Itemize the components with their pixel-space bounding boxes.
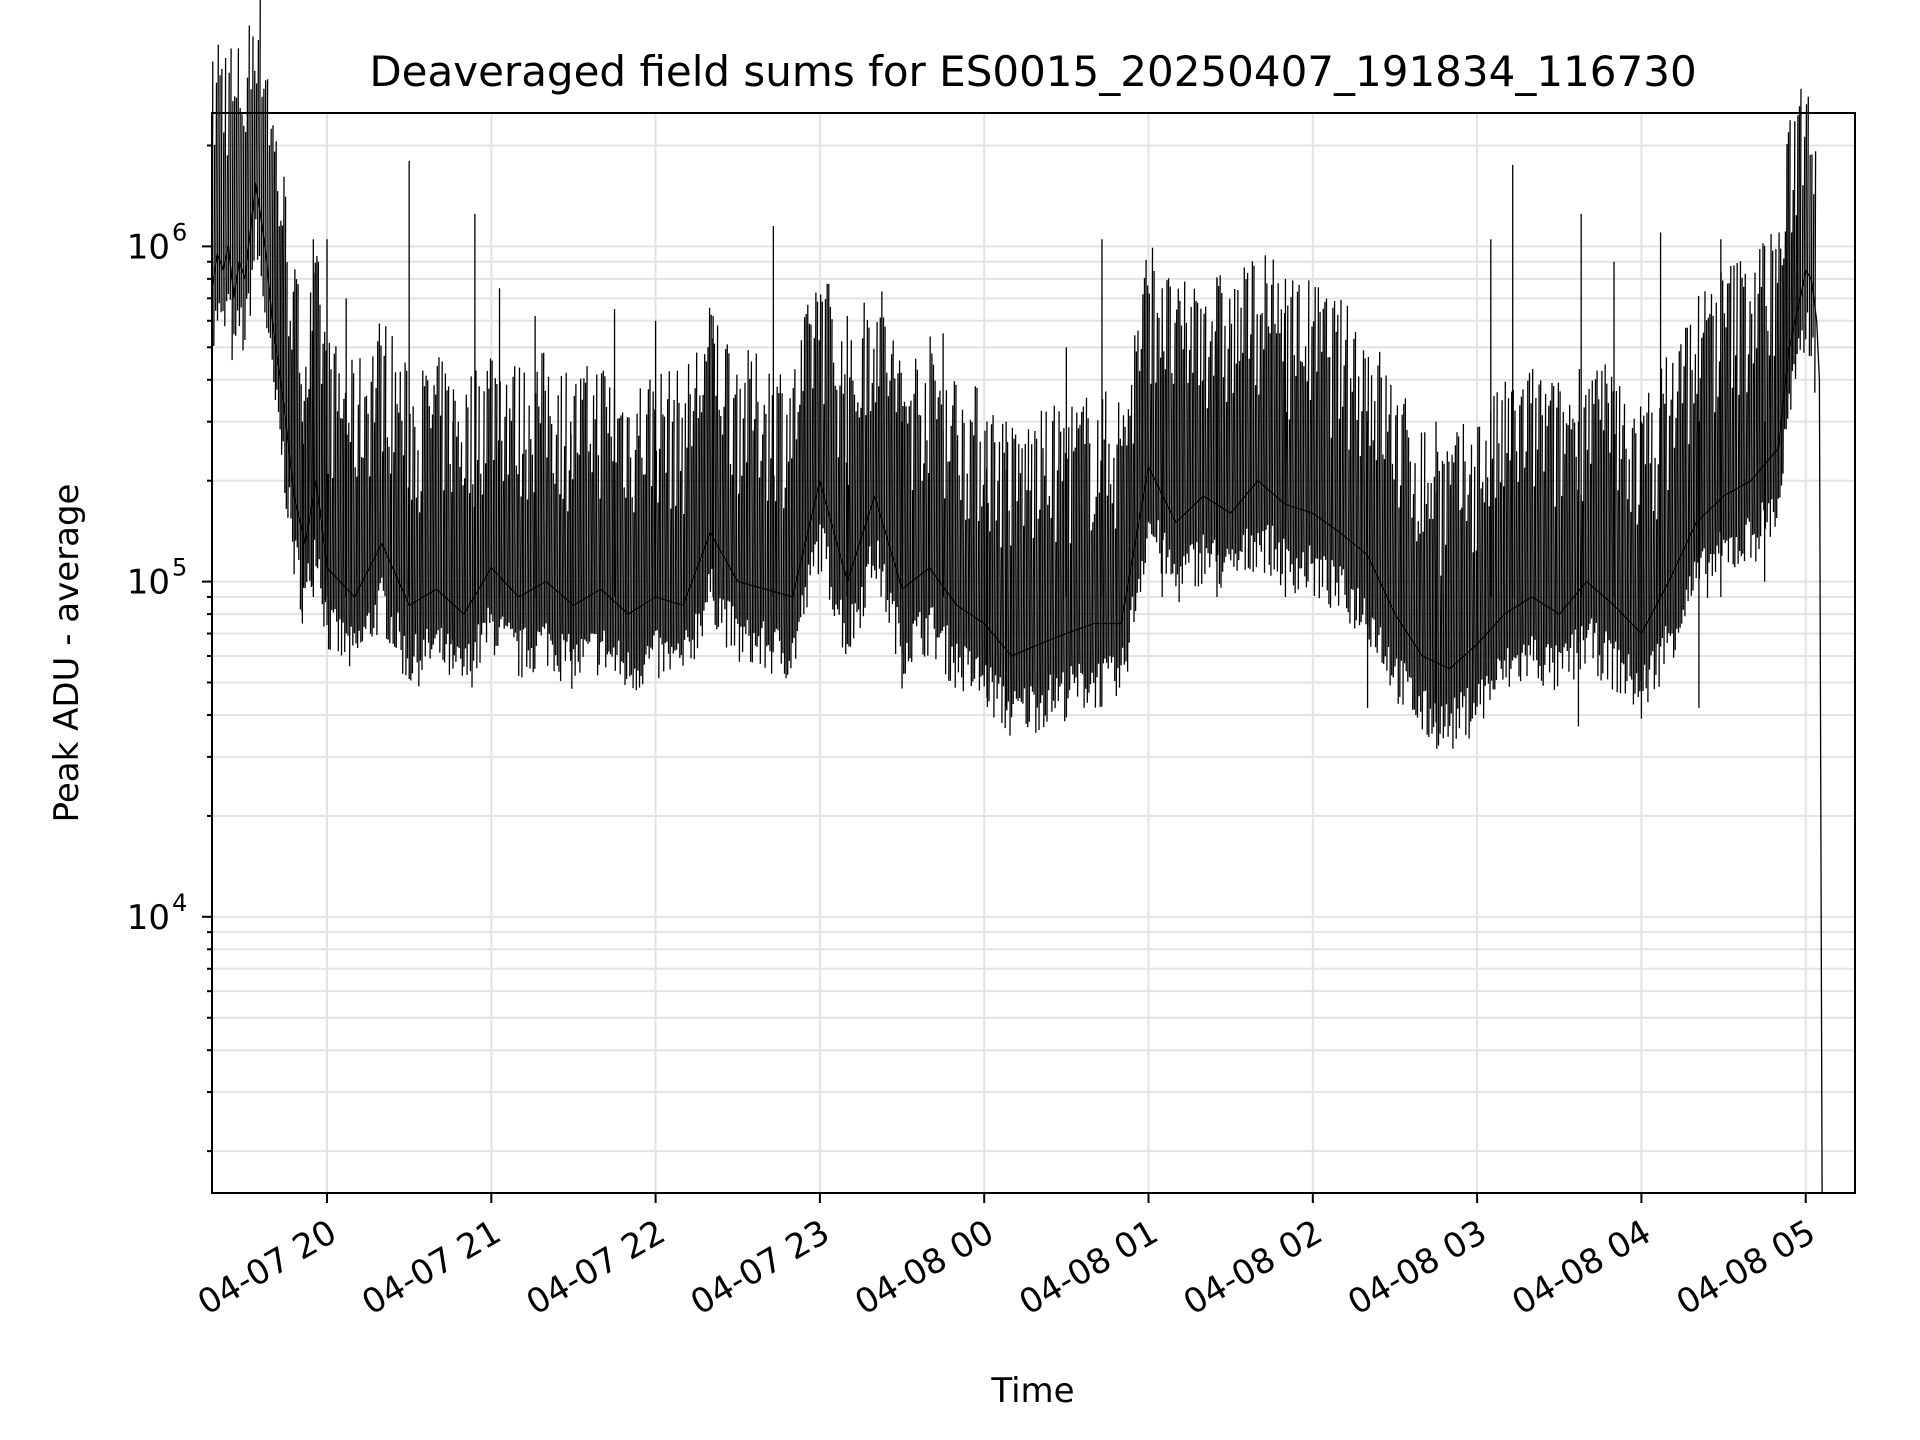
y-tick-label: 10 bbox=[127, 898, 170, 938]
y-tick-label: 10 bbox=[127, 227, 170, 267]
chart-title: Deaveraged field sums for ES0015_2025040… bbox=[369, 47, 1696, 96]
y-tick-exponent: 6 bbox=[172, 218, 187, 246]
series-layer bbox=[211, 0, 1823, 1194]
plot-frame bbox=[211, 112, 1856, 1194]
y-axis-label: Peak ADU - average bbox=[47, 484, 87, 823]
y-tick-label: 10 bbox=[127, 563, 170, 603]
x-axis-label: Time bbox=[990, 1371, 1074, 1411]
y-tick-exponent: 5 bbox=[172, 554, 187, 582]
y-tick-exponent: 4 bbox=[172, 889, 187, 917]
